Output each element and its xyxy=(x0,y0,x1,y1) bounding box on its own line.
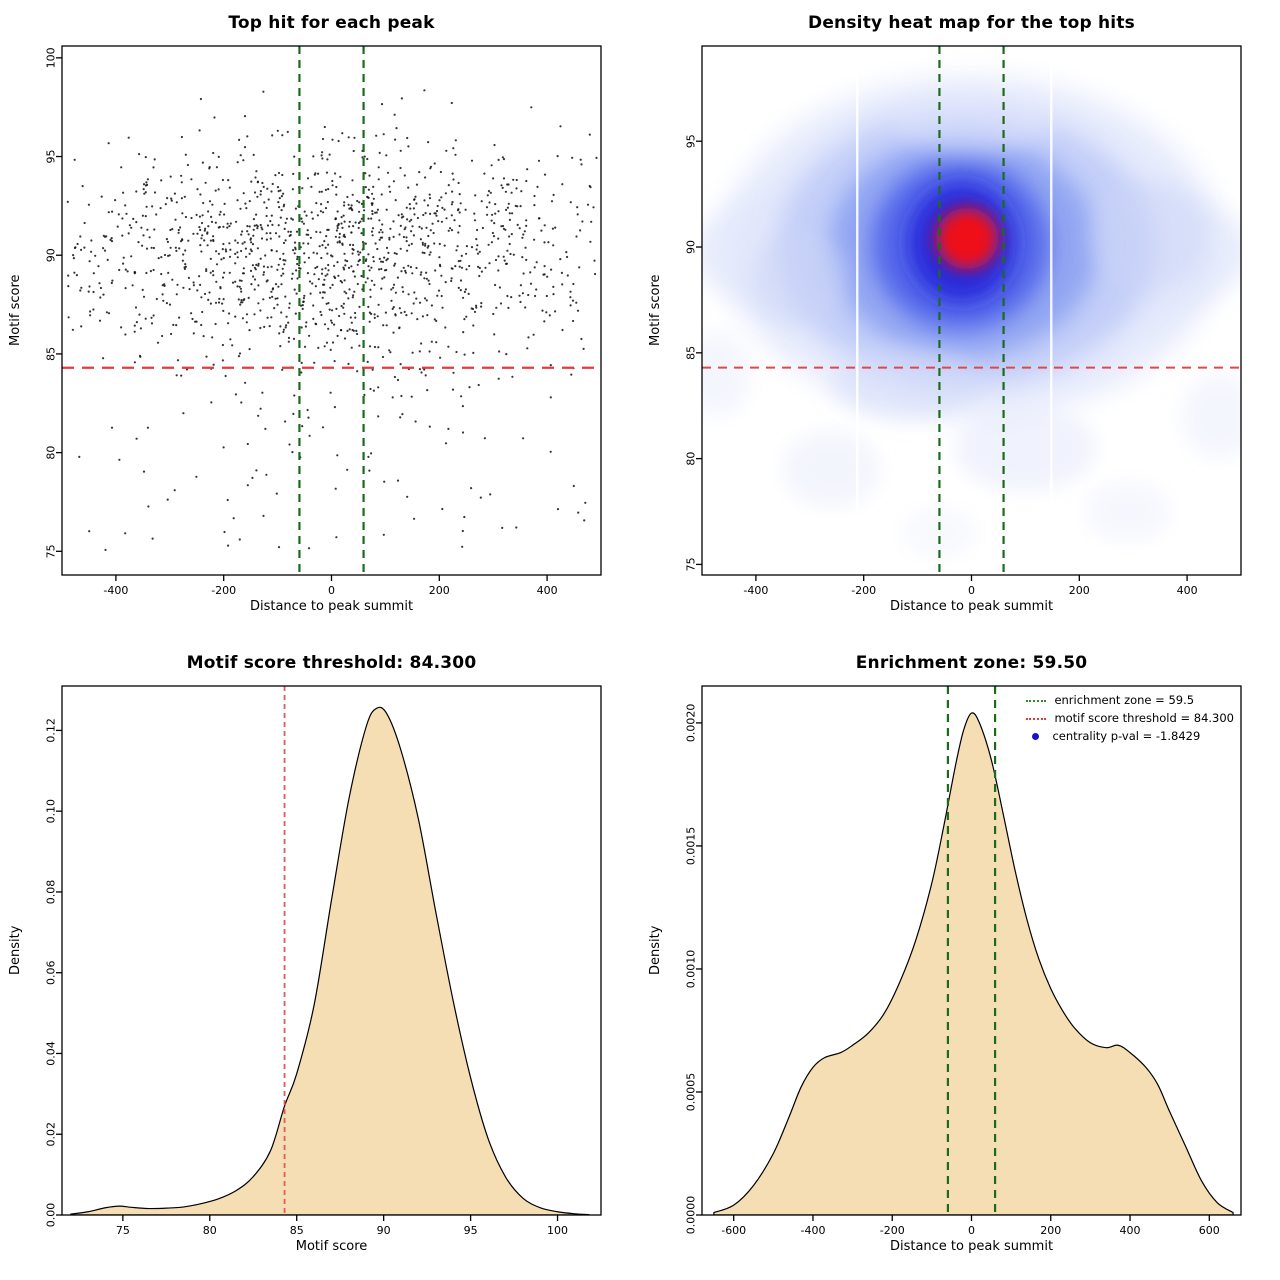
svg-text:0.0015: 0.0015 xyxy=(685,827,698,866)
heatmap-plot-canvas: -400 -200 0 200 400 75 80 85 90 95 xyxy=(685,45,1242,597)
svg-text:90: 90 xyxy=(685,240,698,254)
heatmap-chart-title: Density heat map for the top hits xyxy=(808,13,1135,33)
enrichment-zone-line-marker xyxy=(1026,699,1047,702)
centrality-pval-dot-marker xyxy=(1032,733,1040,741)
motif-density-chart-title: Motif score threshold: 84.300 xyxy=(186,653,477,673)
enrichment-x-axis-label: Distance to peak summit xyxy=(889,1239,1054,1254)
svg-text:200: 200 xyxy=(1040,1224,1061,1237)
svg-text:90: 90 xyxy=(45,248,58,262)
svg-text:0: 0 xyxy=(968,584,975,597)
svg-text:-200: -200 xyxy=(211,584,236,597)
svg-text:400: 400 xyxy=(1177,584,1198,597)
svg-text:0.04: 0.04 xyxy=(45,1041,58,1066)
legend-label: motif score threshold = 84.300 xyxy=(1054,710,1234,725)
heatmap-x-axis-label: Distance to peak summit xyxy=(889,599,1054,614)
svg-text:0.0010: 0.0010 xyxy=(685,950,698,989)
svg-text:0.00: 0.00 xyxy=(45,1203,58,1228)
motif-density-y-axis-label: Density xyxy=(8,925,23,976)
svg-text:85: 85 xyxy=(685,346,698,360)
legend: enrichment zone = 59.5 motif score thres… xyxy=(1026,692,1234,745)
legend-label: centrality p-val = -1.8429 xyxy=(1052,728,1201,743)
svg-text:80: 80 xyxy=(45,446,58,460)
scatter-x-axis-label: Distance to peak summit xyxy=(249,599,414,614)
svg-text:95: 95 xyxy=(45,150,58,164)
heatmap-y-axis-label: Motif score xyxy=(648,274,663,347)
svg-text:0: 0 xyxy=(968,1224,975,1237)
scatter-y-axis-label: Motif score xyxy=(8,274,23,347)
svg-text:0: 0 xyxy=(328,584,335,597)
scatter-chart-title: Top hit for each peak xyxy=(228,13,435,33)
svg-text:-600: -600 xyxy=(721,1224,746,1237)
svg-text:85: 85 xyxy=(290,1224,304,1237)
svg-text:-200: -200 xyxy=(880,1224,905,1237)
panel-density-heatmap: -400 -200 0 200 400 75 80 85 90 95 Density heat m… xyxy=(640,0,1280,640)
scatter-plot-canvas: -400 -200 0 200 400 75 80 85 90 95 100 xyxy=(45,45,602,597)
svg-text:75: 75 xyxy=(685,557,698,571)
svg-text:0.0000: 0.0000 xyxy=(685,1196,698,1235)
svg-text:0.06: 0.06 xyxy=(45,960,58,985)
legend-item-enrichment-zone: enrichment zone = 59.5 xyxy=(1026,692,1234,710)
legend-item-motif-threshold: motif score threshold = 84.300 xyxy=(1026,710,1234,728)
svg-text:80: 80 xyxy=(685,452,698,466)
enrichment-chart-title: Enrichment zone: 59.50 xyxy=(855,653,1088,673)
svg-text:600: 600 xyxy=(1199,1224,1220,1237)
svg-text:0.0005: 0.0005 xyxy=(685,1073,698,1112)
svg-text:95: 95 xyxy=(464,1224,478,1237)
legend-item-centrality-pval: centrality p-val = -1.8429 xyxy=(1026,728,1234,746)
svg-text:75: 75 xyxy=(45,544,58,558)
svg-text:-200: -200 xyxy=(851,584,876,597)
svg-text:-400: -400 xyxy=(103,584,128,597)
svg-text:80: 80 xyxy=(203,1224,217,1237)
svg-text:0.08: 0.08 xyxy=(45,880,58,905)
distance-density-plot-canvas: -600 -400 -200 0 200 400 600 0.0000 0.0005 0.0010… xyxy=(685,685,1242,1237)
svg-text:-400: -400 xyxy=(743,584,768,597)
svg-text:100: 100 xyxy=(45,47,58,68)
svg-text:0.12: 0.12 xyxy=(45,718,58,743)
svg-text:0.02: 0.02 xyxy=(45,1122,58,1147)
motif-density-plot-canvas: 75 80 85 90 95 100 0.00 0.02 0.04 0.06 0.08 0.10 0.1… xyxy=(45,685,602,1237)
svg-text:75: 75 xyxy=(116,1224,130,1237)
enrichment-y-axis-label: Density xyxy=(648,925,663,976)
svg-text:0.10: 0.10 xyxy=(45,799,58,824)
svg-text:100: 100 xyxy=(547,1224,568,1237)
svg-text:0.0020: 0.0020 xyxy=(685,704,698,743)
panel-motif-score-density: 75 80 85 90 95 100 0.00 0.02 0.04 0.06 0.08 0.10 0.1… xyxy=(0,640,640,1280)
legend-label: enrichment zone = 59.5 xyxy=(1054,693,1195,707)
svg-text:200: 200 xyxy=(429,584,450,597)
svg-text:85: 85 xyxy=(45,347,58,361)
svg-text:200: 200 xyxy=(1069,584,1090,597)
svg-text:95: 95 xyxy=(685,134,698,148)
motif-density-x-axis-label: Motif score xyxy=(295,1239,368,1254)
panel-top-hit-scatter: -400 -200 0 200 400 75 80 85 90 95 100 Top hit for… xyxy=(0,0,640,640)
svg-text:400: 400 xyxy=(537,584,558,597)
svg-text:400: 400 xyxy=(1120,1224,1141,1237)
motif-threshold-line-marker xyxy=(1026,717,1047,720)
svg-text:-400: -400 xyxy=(800,1224,825,1237)
panel-enrichment-zone-density: -600 -400 -200 0 200 400 600 0.0000 0.0005 0.0010… xyxy=(640,640,1280,1280)
svg-text:90: 90 xyxy=(377,1224,391,1237)
